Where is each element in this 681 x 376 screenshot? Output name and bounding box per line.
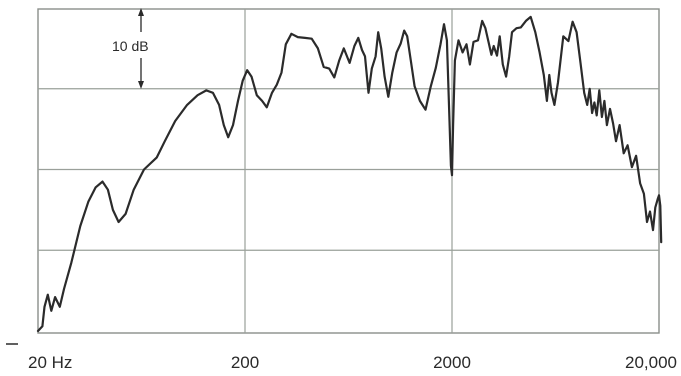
scale-marker: 10 dB [112,8,149,89]
scale-marker-up-arrow [138,8,144,16]
x-tick-label: 200 [231,353,259,372]
x-tick-label: 20,000 [625,353,677,372]
scale-marker-down-arrow [138,81,144,89]
response-curve [36,15,663,333]
scale-marker-label: 10 dB [112,38,149,54]
plot-frame [37,8,660,334]
x-axis-tick-labels: 20 Hz 200 2000 20,000 [28,353,677,372]
x-tick-label: 2000 [433,353,471,372]
x-tick-label: 20 Hz [28,353,72,372]
chart-grid [37,8,660,334]
